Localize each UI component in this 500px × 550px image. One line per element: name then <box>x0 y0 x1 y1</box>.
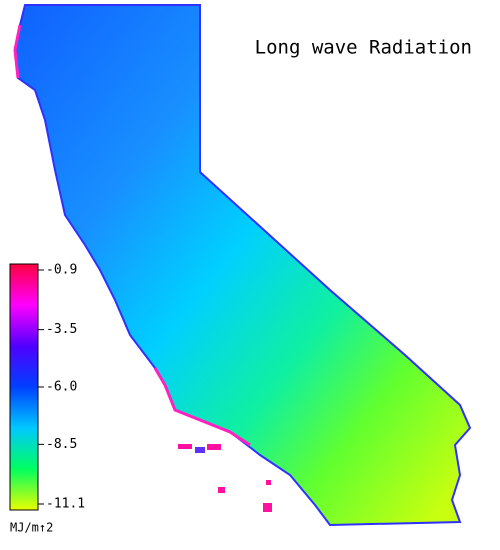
islands <box>178 444 272 512</box>
colorbar-unit: MJ/m↑2 <box>10 521 53 535</box>
colorbar-tick-label: -0.9 <box>46 263 77 278</box>
state-shape <box>13 4 472 527</box>
coast-edge <box>13 24 251 447</box>
colorbar-tick-label: -6.0 <box>46 380 77 395</box>
colorbar-tick-label: -3.5 <box>46 322 77 337</box>
colorbar-tick-label: -8.5 <box>46 437 77 452</box>
map-title: Long wave Radiation <box>255 37 472 59</box>
colorbar-tick-label: -11.1 <box>46 497 85 512</box>
colorbar <box>9 263 39 511</box>
